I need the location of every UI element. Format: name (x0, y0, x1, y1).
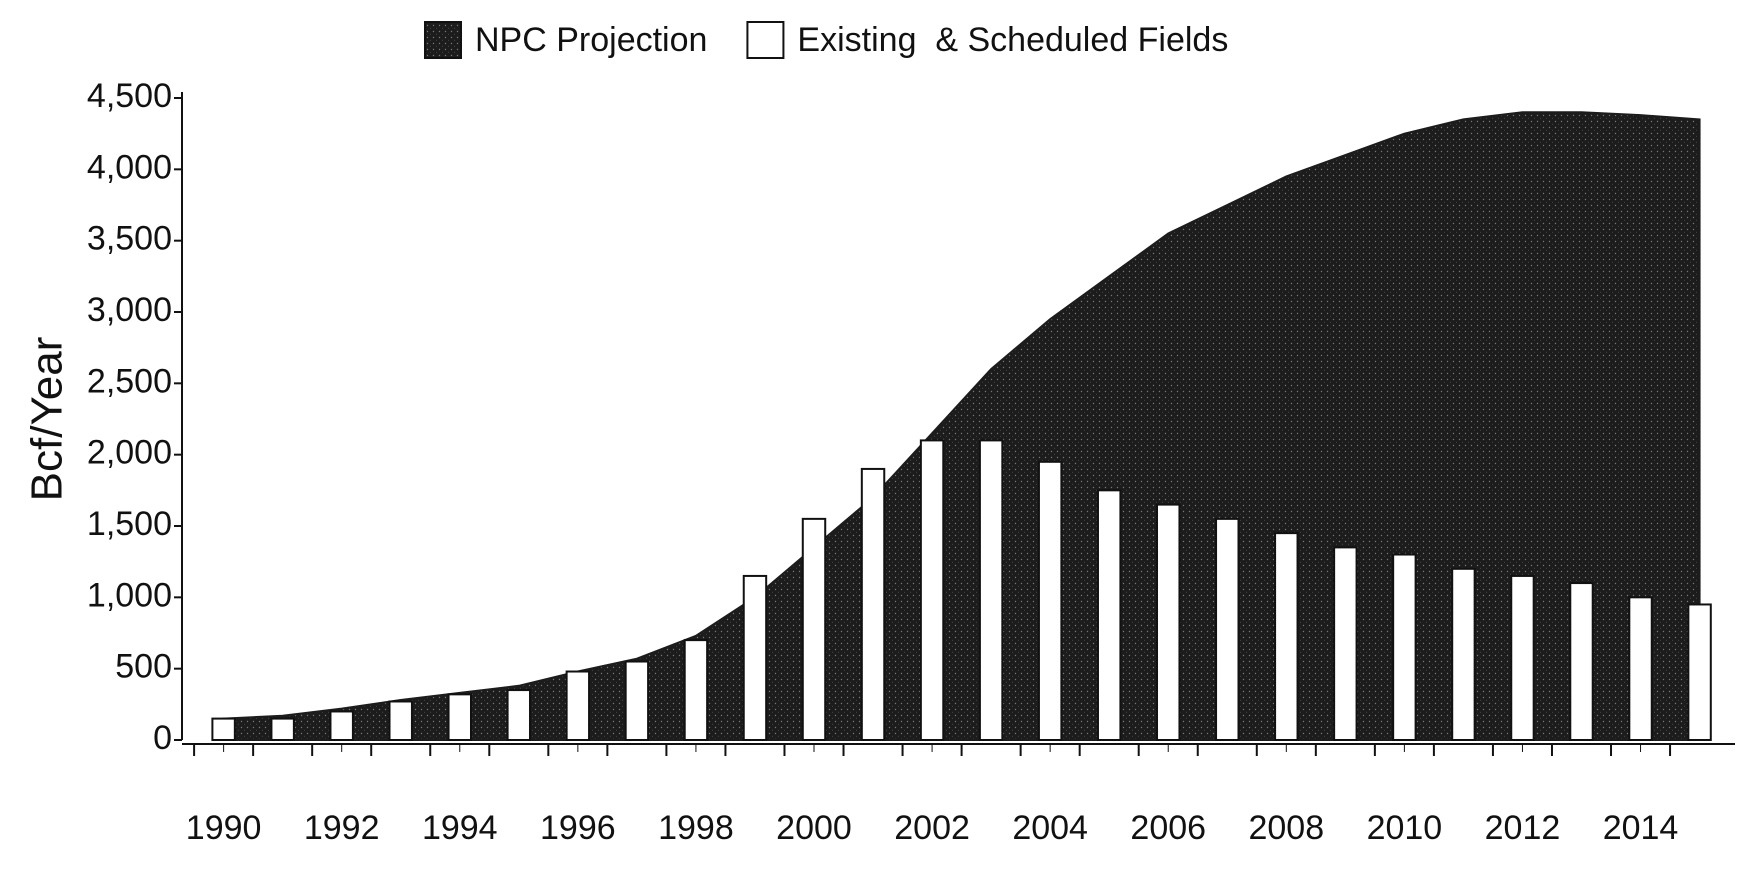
x-tick-label: 1994 (422, 809, 498, 847)
bar (388, 700, 413, 741)
legend-swatch (424, 21, 462, 59)
x-tick-label: 1990 (186, 809, 262, 847)
y-tick-label: 500 (115, 648, 172, 686)
bar (211, 717, 236, 741)
bar (683, 639, 709, 742)
x-tick-label: 2010 (1367, 809, 1443, 847)
bar (1392, 553, 1417, 741)
x-tick-label: 2008 (1248, 809, 1324, 847)
bar (742, 574, 768, 742)
bar (1096, 489, 1122, 742)
y-tick-label: 4,000 (87, 148, 172, 186)
bar (1037, 460, 1063, 741)
x-tick-label: 1992 (304, 809, 380, 847)
legend-label: Existing & Scheduled Fields (797, 21, 1228, 59)
bar (801, 517, 827, 741)
y-tick-label: 3,000 (87, 291, 172, 329)
bar (1628, 596, 1653, 741)
bar (1274, 532, 1299, 742)
y-tick-label: 2,500 (87, 362, 172, 400)
bar (978, 439, 1004, 741)
bar (624, 660, 650, 741)
bar (447, 693, 472, 742)
y-tick-label: 4,500 (87, 77, 172, 115)
legend-label: NPC Projection (475, 21, 707, 59)
legend-swatch (746, 21, 785, 59)
bar (1451, 567, 1476, 741)
legend: NPC Projection Existing & Scheduled Field… (424, 21, 1228, 59)
x-tick-label: 2012 (1485, 809, 1561, 847)
area (222, 111, 1701, 741)
bar (1569, 582, 1594, 741)
y-tick-label: 1,500 (87, 505, 172, 543)
x-tick-label: 2004 (1012, 809, 1088, 847)
bar (565, 670, 591, 742)
x-tick-label: 2014 (1603, 809, 1679, 847)
y-tick-label: 1,000 (87, 576, 172, 614)
bar (1215, 517, 1240, 741)
bar (1156, 503, 1181, 741)
bar (1687, 603, 1712, 742)
x-tick-label: 1998 (658, 809, 734, 847)
x-tick-label: 1996 (540, 809, 616, 847)
x-tick-label: 2006 (1130, 809, 1206, 847)
y-axis-title: Bcf/Year (23, 337, 72, 502)
bar (1333, 546, 1358, 742)
bar (270, 717, 295, 741)
bar (919, 439, 945, 741)
y-tick-label: 2,000 (87, 434, 172, 472)
y-tick-label: 0 (153, 719, 172, 757)
bar (1510, 574, 1535, 742)
bar (860, 467, 886, 741)
bar (506, 689, 532, 741)
x-tick-label: 2000 (776, 809, 852, 847)
y-tick-label: 3,500 (87, 220, 172, 258)
x-tick-label: 2002 (894, 809, 970, 847)
bar (329, 710, 354, 742)
